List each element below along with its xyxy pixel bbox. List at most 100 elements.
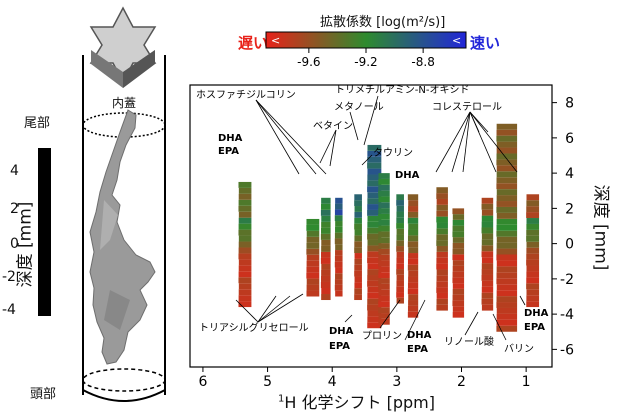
- band-segment: [407, 305, 419, 312]
- band-segment: [396, 246, 404, 252]
- band-segment: [407, 311, 419, 318]
- band: [320, 197, 331, 301]
- band-segment: [481, 233, 494, 240]
- y-tick-label: 6: [565, 131, 574, 147]
- left-depth-tick-m4: -4: [2, 302, 16, 318]
- band-segment: [354, 270, 362, 277]
- colorbar-tick-label: -9.2: [354, 55, 377, 69]
- band-segment: [335, 244, 343, 251]
- band-segment: [407, 258, 419, 265]
- band-segment: [367, 245, 382, 252]
- band-segment: [396, 223, 404, 229]
- tube-bottom: [82, 389, 166, 402]
- band-segment: [481, 304, 494, 311]
- band-segment: [396, 228, 404, 235]
- band-segment: [436, 193, 448, 199]
- band-segment: [378, 272, 390, 279]
- label-linoleic-acid: リノール酸: [444, 335, 494, 348]
- diffusion-bands: [238, 123, 540, 332]
- left-depth-tick-0: 0: [10, 236, 19, 252]
- band-segment: [367, 257, 382, 264]
- band-segment: [407, 241, 419, 248]
- band-segment: [396, 297, 404, 304]
- specimen-image: [89, 109, 156, 365]
- band-segment: [452, 214, 465, 220]
- colorbar-title: 拡散係数 [log(m²/s)]: [320, 15, 446, 30]
- band-segment: [334, 215, 343, 222]
- band-segment: [407, 235, 419, 242]
- band-segment: [481, 257, 494, 264]
- head-label: 頭部: [30, 387, 57, 402]
- inner-cap-label: 内蓋: [112, 96, 137, 110]
- band-segment: [396, 205, 404, 212]
- band-segment: [436, 240, 448, 246]
- band-segment: [321, 221, 331, 228]
- band-segment: [354, 194, 362, 201]
- band-segment: [436, 251, 448, 258]
- band-segment: [436, 287, 448, 293]
- band-segment: [378, 254, 390, 261]
- band-segment: [238, 253, 252, 260]
- band-segment: [496, 266, 518, 273]
- annotation-labels: ホスファチジルコリン トリメチルアミン-N-オキシド メタノール ベタイン タウ…: [196, 84, 549, 355]
- x-tick-label: 6: [198, 374, 207, 390]
- band-segment: [526, 235, 540, 242]
- band-segment: [334, 238, 343, 245]
- band-segment: [354, 211, 362, 218]
- band-segment: [407, 194, 419, 201]
- band-segment: [306, 242, 320, 249]
- band-segment: [354, 264, 362, 271]
- band-segment: [496, 123, 518, 130]
- label-dha-left: DHA: [218, 133, 243, 144]
- band-segment: [367, 310, 382, 317]
- band-segment: [526, 277, 540, 284]
- band-segment: [408, 247, 419, 254]
- band-segment: [335, 226, 343, 233]
- band-segment: [238, 295, 252, 302]
- band-segment: [378, 248, 390, 255]
- band-segment: [452, 300, 465, 307]
- colorbar-fast-label: 速い: [470, 34, 501, 52]
- band-segment: [526, 247, 540, 254]
- band-segment: [367, 233, 382, 240]
- y-axis: 8 6 4 2 0 -2 -4 -6: [552, 96, 574, 358]
- band-segment: [496, 272, 518, 279]
- band-segment: [452, 237, 465, 243]
- specimen-tube-figure: [38, 6, 166, 402]
- band-segment: [496, 278, 518, 285]
- band-segment: [436, 269, 448, 276]
- band-segment: [496, 302, 518, 308]
- y-tick-label: 8: [565, 96, 574, 112]
- colorbar-arrow-left: <: [271, 34, 280, 47]
- band-segment: [378, 243, 390, 249]
- band-segment: [238, 283, 252, 290]
- band-segment: [378, 178, 390, 185]
- band-segment: [407, 211, 419, 218]
- band-segment: [238, 223, 252, 230]
- band-segment: [321, 203, 331, 210]
- band-segment: [481, 239, 494, 246]
- label-epa-left: EPA: [218, 146, 239, 157]
- band-segment: [378, 208, 390, 214]
- band-segment: [496, 224, 518, 231]
- band-segment: [378, 260, 390, 267]
- y-axis-title: 深度 [mm]: [590, 184, 611, 271]
- label-proline: プロリン: [362, 330, 402, 342]
- band-segment: [238, 199, 252, 206]
- band-segment: [408, 200, 419, 207]
- band-segment: [367, 162, 382, 169]
- label-valine: バリン: [504, 343, 534, 355]
- band-segment: [306, 278, 320, 285]
- band-segment: [408, 270, 419, 277]
- band-segment: [354, 217, 362, 224]
- band-segment: [335, 290, 343, 297]
- band-segment: [436, 222, 448, 229]
- band-segment: [452, 311, 465, 318]
- band-segment: [496, 201, 518, 207]
- band-segment: [367, 168, 382, 175]
- band-segment: [396, 211, 404, 218]
- band-segment: [526, 253, 540, 260]
- band-segment: [321, 287, 331, 295]
- band-segment: [526, 218, 540, 224]
- band: [378, 173, 390, 325]
